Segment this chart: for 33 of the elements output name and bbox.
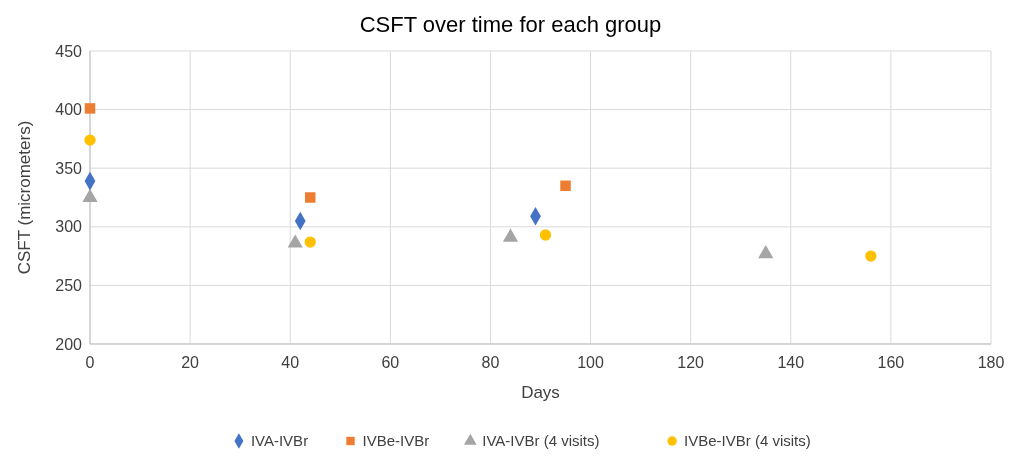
point [287,234,303,248]
legend-label: IVBe-IVBr (4 visits) [684,432,811,449]
y-axis-title: CSFT (micrometers) [15,120,34,275]
point [304,236,316,248]
x-tick-label: 140 [777,354,805,371]
point [84,134,96,146]
x-tick-label: 40 [281,354,300,371]
point [502,228,519,242]
y-tick-label: 300 [55,218,83,236]
point [84,103,96,114]
legend-label: IVA-IVBr [250,432,309,449]
point [758,244,774,259]
y-tick-label: 250 [55,277,83,294]
y-tick-label: 200 [55,335,83,353]
x-tick-label: 120 [677,354,705,371]
x-tick-label: 100 [577,354,604,371]
legend-label: IVA-IVBr (4 visits) [482,432,600,449]
x-tick-label: 160 [877,354,905,371]
legend-label: IVBe-IVBr [362,432,430,449]
x-axis-title: Days [521,383,560,402]
x-tick-label: 180 [977,354,1005,371]
x-tick-label: 0 [85,354,95,371]
y-tick-label: 400 [55,101,83,119]
chart-title: CSFT over time for each group [359,12,662,37]
y-tick-label: 350 [55,159,83,177]
point [865,250,877,262]
y-tick-label: 450 [55,42,83,60]
point [560,180,571,192]
point [305,192,316,203]
x-tick-label: 80 [481,354,500,371]
point [539,229,552,241]
x-tick-label: 60 [381,354,400,371]
x-tick-label: 20 [181,354,200,371]
